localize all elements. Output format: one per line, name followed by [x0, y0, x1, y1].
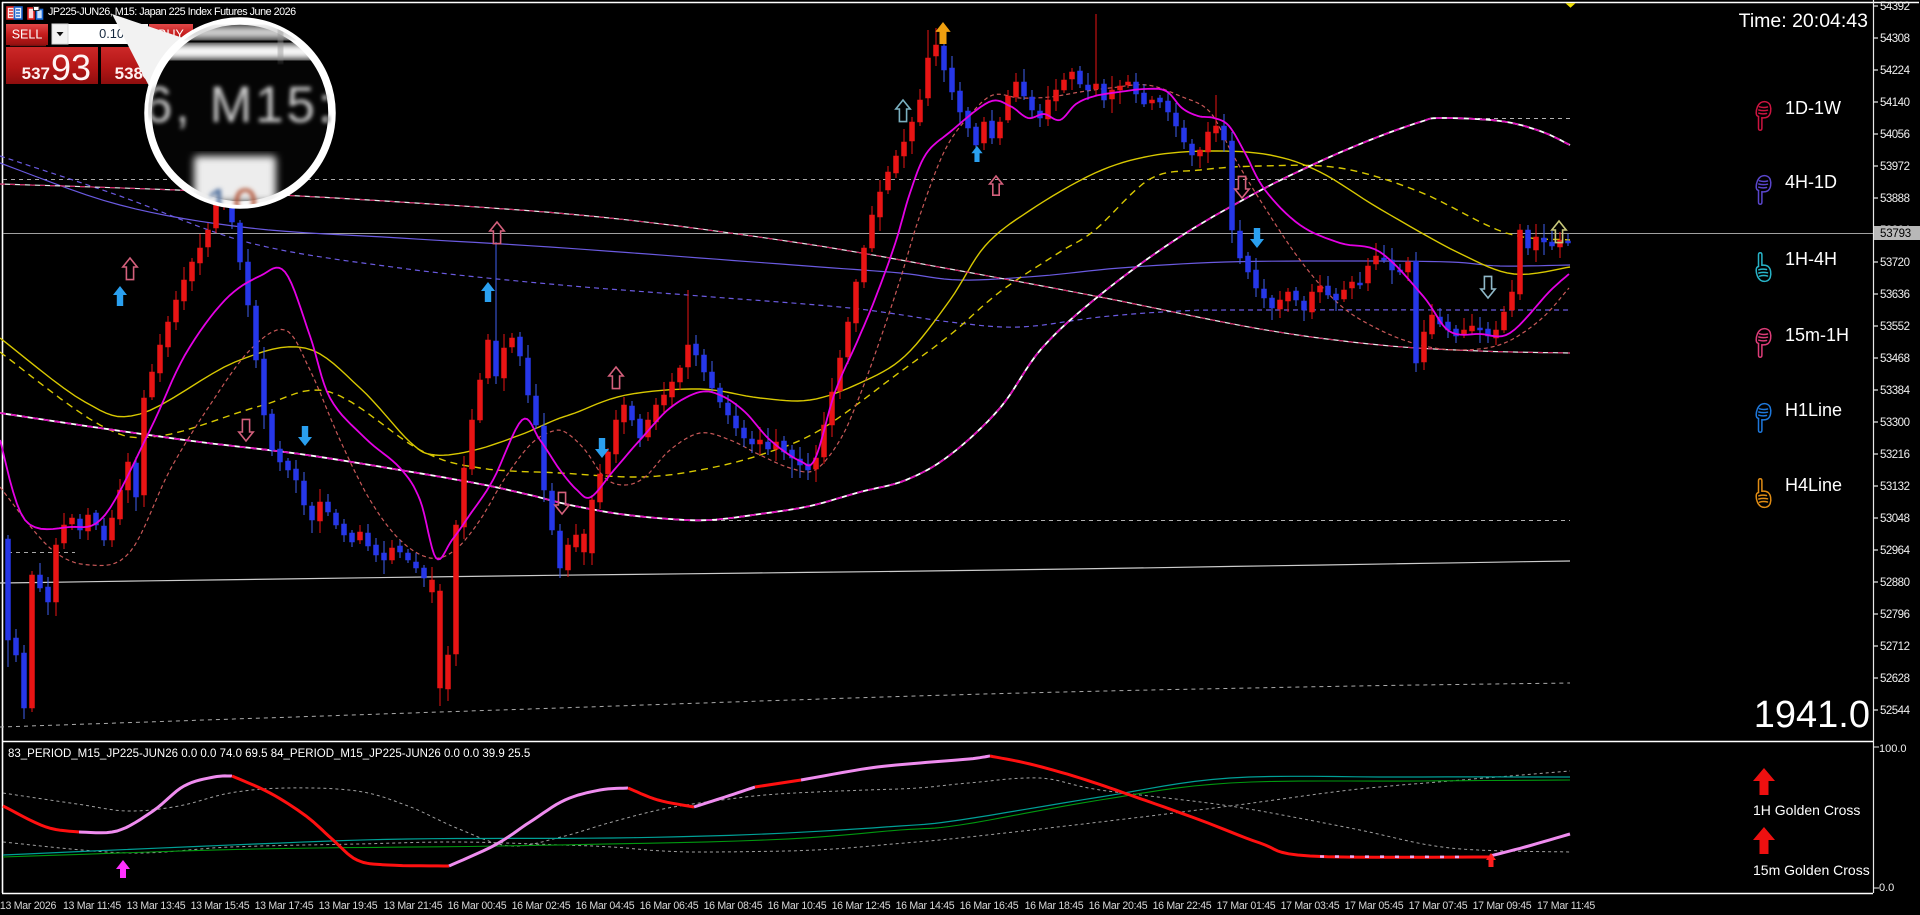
svg-text:17 Mar 05:45: 17 Mar 05:45: [1345, 900, 1404, 912]
svg-text:13 Mar 21:45: 13 Mar 21:45: [384, 900, 443, 912]
svg-text:17 Mar 09:45: 17 Mar 09:45: [1473, 900, 1532, 912]
svg-text:16 Mar 16:45: 16 Mar 16:45: [960, 900, 1019, 912]
svg-text:17 Mar 03:45: 17 Mar 03:45: [1281, 900, 1340, 912]
svg-text:13 Mar 11:45: 13 Mar 11:45: [63, 900, 121, 912]
svg-text:53720: 53720: [1880, 257, 1910, 269]
svg-text:17 Mar 11:45: 17 Mar 11:45: [1537, 900, 1595, 912]
svg-text:16 Mar 20:45: 16 Mar 20:45: [1089, 900, 1148, 912]
svg-text:53048: 53048: [1880, 513, 1910, 525]
svg-text:53216: 53216: [1880, 449, 1910, 461]
svg-text:53384: 53384: [1880, 385, 1911, 397]
svg-text:93: 93: [51, 47, 91, 88]
svg-text:16 Mar 00:45: 16 Mar 00:45: [448, 900, 507, 912]
svg-text:H1Line: H1Line: [1785, 400, 1842, 420]
svg-text:53132: 53132: [1880, 481, 1910, 493]
svg-text:16 Mar 12:45: 16 Mar 12:45: [832, 900, 891, 912]
svg-text:.: .: [320, 76, 334, 133]
svg-text:17 Mar 01:45: 17 Mar 01:45: [1217, 900, 1276, 912]
svg-text:52796: 52796: [1880, 609, 1910, 621]
svg-text:16 Mar 22:45: 16 Mar 22:45: [1153, 900, 1212, 912]
svg-text:1H Golden Cross: 1H Golden Cross: [1753, 802, 1860, 818]
svg-text:4H-1D: 4H-1D: [1785, 172, 1837, 192]
svg-text:0.0: 0.0: [1879, 882, 1894, 894]
svg-text:54056: 54056: [1880, 129, 1910, 141]
svg-text:53888: 53888: [1880, 193, 1910, 205]
svg-text:53793: 53793: [1880, 228, 1911, 240]
svg-text:53972: 53972: [1880, 161, 1910, 173]
svg-text:16 Mar 02:45: 16 Mar 02:45: [512, 900, 571, 912]
svg-text:52880: 52880: [1880, 577, 1910, 589]
svg-text:Time: 20:04:43: Time: 20:04:43: [1739, 10, 1868, 32]
svg-text:1H-4H: 1H-4H: [1785, 249, 1837, 269]
svg-text:538: 538: [115, 64, 143, 83]
svg-text:16 Mar 08:45: 16 Mar 08:45: [704, 900, 763, 912]
svg-text:52544: 52544: [1880, 705, 1911, 717]
svg-text:6, M15:: 6, M15:: [144, 76, 335, 133]
svg-text:53636: 53636: [1880, 289, 1910, 301]
svg-text:15m Golden Cross: 15m Golden Cross: [1753, 862, 1870, 878]
svg-text:13 Mar 17:45: 13 Mar 17:45: [255, 900, 314, 912]
svg-text:100.0: 100.0: [1879, 743, 1907, 755]
svg-text:52628: 52628: [1880, 673, 1910, 685]
svg-text:54224: 54224: [1880, 65, 1911, 77]
svg-text:16 Mar 10:45: 16 Mar 10:45: [768, 900, 827, 912]
svg-text:537: 537: [22, 64, 50, 83]
svg-text:53300: 53300: [1880, 417, 1910, 429]
svg-text:52964: 52964: [1880, 545, 1911, 557]
svg-text:0.10: 0.10: [99, 26, 124, 41]
svg-text:1941.0: 1941.0: [1754, 694, 1870, 736]
svg-text:16 Mar 04:45: 16 Mar 04:45: [576, 900, 635, 912]
svg-text:54308: 54308: [1880, 33, 1910, 45]
svg-text:JP225-JUN26, M15: Japan 225 I: JP225-JUN26, M15: Japan 225 Index Future…: [48, 6, 296, 18]
svg-text:16 Mar 14:45: 16 Mar 14:45: [896, 900, 955, 912]
svg-text:16 Mar 18:45: 16 Mar 18:45: [1025, 900, 1084, 912]
svg-text:16 Mar 06:45: 16 Mar 06:45: [640, 900, 699, 912]
svg-text:54392: 54392: [1880, 1, 1910, 13]
svg-text:53468: 53468: [1880, 353, 1910, 365]
svg-text:13 Mar 15:45: 13 Mar 15:45: [191, 900, 250, 912]
svg-text:17 Mar 07:45: 17 Mar 07:45: [1409, 900, 1468, 912]
svg-text:1D-1W: 1D-1W: [1785, 98, 1841, 118]
svg-text:13 Mar 19:45: 13 Mar 19:45: [319, 900, 378, 912]
svg-text:15m-1H: 15m-1H: [1785, 325, 1849, 345]
svg-text:52712: 52712: [1880, 641, 1910, 653]
svg-text:H4Line: H4Line: [1785, 475, 1842, 495]
svg-text:53552: 53552: [1880, 321, 1910, 333]
svg-text:83_PERIOD_M15_JP225-JUN26 0.0: 83_PERIOD_M15_JP225-JUN26 0.0 0.0 74.0 6…: [8, 748, 530, 760]
svg-text:SELL: SELL: [12, 28, 43, 42]
svg-text:13 Mar 13:45: 13 Mar 13:45: [127, 900, 186, 912]
svg-text:13 Mar 2026: 13 Mar 2026: [0, 900, 56, 912]
svg-text:0: 0: [233, 180, 257, 229]
svg-text:54140: 54140: [1880, 97, 1910, 109]
